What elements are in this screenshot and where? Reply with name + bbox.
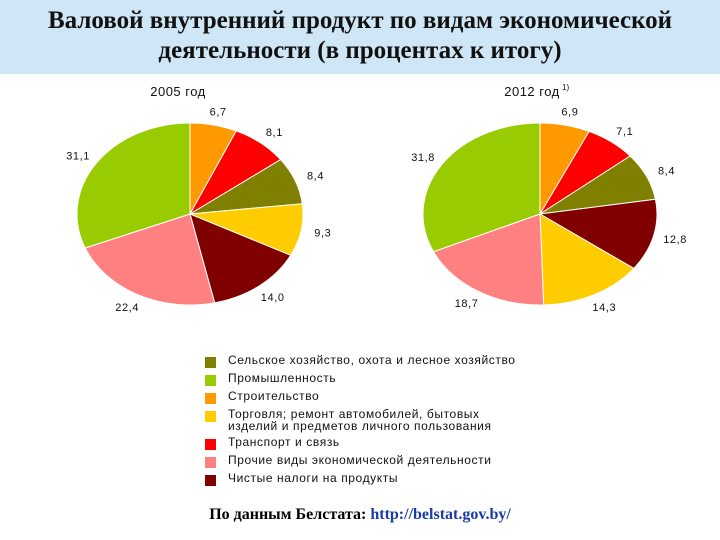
source-link[interactable]: http://belstat.gov.by/ [370,506,511,523]
title-band [0,0,720,74]
pie-slice-other [432,213,545,306]
pie-slice-other [84,213,216,306]
legend-swatch [205,457,216,468]
source-prefix: По данным Белстата: [209,506,371,523]
legend-item-taxes: Чистые налоги на продукты [205,472,516,486]
data-label-construction: 6,9 [561,107,578,119]
pie-charts: 6,7 8,1 8,4 9,3 14,0 22,4 31,1 2005 год 6,9 7,1 8,… [66,83,687,314]
data-label-other: 18,7 [455,298,479,310]
legend-swatch [205,357,216,368]
legend-swatch [205,439,216,450]
legend-label: Сельское хозяйство, охота и лесное хозяй… [228,353,516,367]
legend-item-agriculture: Сельское хозяйство, охота и лесное хозяй… [205,354,516,368]
legend-label: Торговля; ремонт автомобилей, бытовых из… [228,407,492,433]
data-label-transport: 7,1 [616,126,633,138]
pie-slice-taxes [538,198,658,270]
page-title: Валовой внутренний продукт по видам экон… [47,7,673,64]
data-label-other: 22,4 [115,302,139,314]
legend-swatch [205,393,216,404]
legend-label: Чистые налоги на продукты [228,471,399,485]
legend-item-transport: Транспорт и связь [205,436,516,450]
legend-swatch [205,475,216,486]
data-label-taxes: 14,0 [261,292,285,304]
data-label-agriculture: 8,4 [658,166,675,178]
source-note: По данным Белстата: http://belstat.gov.b… [0,506,720,524]
pie-slice-trade [539,213,635,306]
pie-slice-taxes [189,213,292,304]
data-label-agriculture: 8,4 [307,170,324,182]
legend-label: Строительство [228,389,320,403]
legend-item-other: Прочие виды экономической деятельности [205,454,516,468]
chart-title: 2012 год [504,84,560,99]
legend-item-trade: Торговля; ремонт автомобилей, бытовых из… [205,408,516,432]
legend-label: Промышленность [228,371,337,385]
legend-item-construction: Строительство [205,390,516,404]
data-label-industry: 31,1 [66,150,90,162]
legend-swatch [205,375,216,386]
legend-item-industry: Промышленность [205,372,516,386]
chart-title: 2005 год [150,84,206,99]
legend: Сельское хозяйство, охота и лесное хозяй… [205,354,516,490]
data-label-transport: 8,1 [266,127,283,139]
pie-slice-industry [76,122,191,249]
legend-label: Прочие виды экономической деятельности [228,453,492,467]
data-label-taxes: 12,8 [663,234,687,246]
chart-footnote: 1) [562,83,569,92]
legend-label: Транспорт и связь [228,435,340,449]
pie-slice-industry [422,122,541,253]
data-label-construction: 6,7 [210,106,227,118]
data-label-trade: 14,3 [592,302,616,314]
data-label-trade: 9,3 [314,228,331,240]
data-label-industry: 31,8 [411,152,435,164]
legend-swatch [205,411,216,422]
